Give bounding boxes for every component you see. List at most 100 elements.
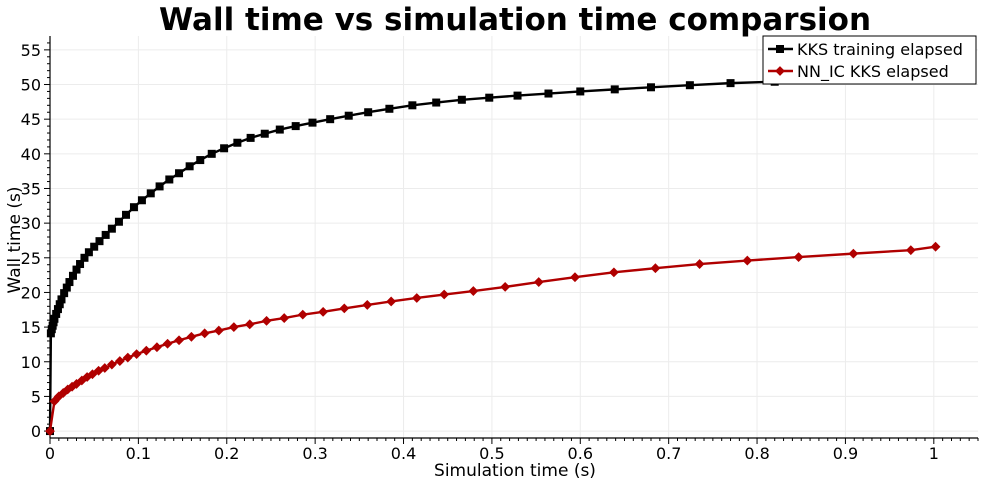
data-point xyxy=(244,319,255,330)
x-tick-label: 0.6 xyxy=(568,444,593,463)
data-point xyxy=(162,338,173,349)
data-point xyxy=(186,331,197,342)
y-axis-ticks: 0 5 10 15 20 25 30 35 40 45 50 55 xyxy=(21,41,50,441)
data-point xyxy=(386,296,397,307)
data-point xyxy=(152,342,162,353)
data-point xyxy=(848,248,859,259)
data-point xyxy=(122,352,133,363)
x-axis-ticks: 0 0.1 0.2 0.3 0.4 0.5 0.6 0.7 0.8 0.9 1 xyxy=(45,438,979,463)
data-point xyxy=(165,175,174,184)
data-point xyxy=(213,325,224,336)
data-point xyxy=(457,95,466,104)
data-point xyxy=(99,363,110,373)
y-tick-label: 5 xyxy=(31,387,41,406)
data-point xyxy=(411,293,422,303)
data-point xyxy=(146,189,155,198)
data-point xyxy=(742,255,753,266)
data-point xyxy=(291,122,300,131)
data-point xyxy=(137,196,146,205)
series-1 xyxy=(46,73,927,436)
data-point xyxy=(260,129,269,138)
data-point xyxy=(685,81,694,90)
y-tick-label: 50 xyxy=(21,76,41,95)
data-point xyxy=(364,108,373,117)
chart-title: Wall time vs simulation time comparsion xyxy=(159,2,871,38)
data-point xyxy=(432,98,441,107)
x-tick-label: 0.1 xyxy=(126,444,151,463)
data-point xyxy=(196,156,205,165)
y-axis-label: Wall time (s) xyxy=(5,187,25,294)
data-point xyxy=(185,162,194,171)
legend: KKS training elapsed NN_IC KKS elapsed xyxy=(762,35,977,85)
data-point xyxy=(122,210,131,219)
data-point xyxy=(726,79,735,88)
series-layer xyxy=(45,73,941,436)
data-point xyxy=(576,87,585,96)
data-point xyxy=(339,303,350,314)
data-point xyxy=(84,248,93,257)
data-point xyxy=(793,252,804,263)
y-tick-label: 45 xyxy=(21,110,41,129)
data-point xyxy=(297,309,308,320)
data-point xyxy=(610,85,619,94)
data-point xyxy=(246,133,255,142)
data-point xyxy=(385,104,394,113)
x-axis-label: Simulation time (s) xyxy=(434,461,596,481)
data-point xyxy=(279,313,290,324)
data-point xyxy=(646,83,655,92)
data-point xyxy=(114,217,123,226)
data-point xyxy=(318,306,329,317)
data-point xyxy=(468,286,479,296)
x-tick-label: 0.4 xyxy=(391,444,416,463)
data-point xyxy=(141,345,152,356)
y-tick-label: 30 xyxy=(21,214,41,233)
data-point xyxy=(175,169,184,178)
data-point xyxy=(439,289,450,300)
series-2 xyxy=(45,241,941,436)
data-point xyxy=(114,356,125,366)
data-point xyxy=(207,149,216,158)
y-tick-label: 15 xyxy=(21,318,41,337)
data-point xyxy=(275,125,284,134)
data-point xyxy=(129,203,138,212)
data-point xyxy=(608,267,619,278)
data-point xyxy=(362,300,373,310)
legend-label: KKS training elapsed xyxy=(797,40,963,59)
series-line xyxy=(48,76,923,432)
legend-box xyxy=(762,35,977,85)
x-tick-label: 0.8 xyxy=(744,444,769,463)
data-point xyxy=(155,182,164,191)
data-point xyxy=(326,115,335,124)
data-point xyxy=(694,259,705,269)
data-point xyxy=(930,241,941,252)
data-point xyxy=(228,322,239,333)
y-tick-label: 20 xyxy=(21,283,41,302)
data-point xyxy=(107,224,116,233)
y-tick-label: 35 xyxy=(21,179,41,198)
data-point xyxy=(131,349,142,360)
legend-label: NN_IC KKS elapsed xyxy=(797,62,949,82)
data-point xyxy=(199,328,210,339)
x-tick-label: 0.3 xyxy=(302,444,327,463)
y-tick-label: 40 xyxy=(21,145,41,164)
legend-swatch-marker xyxy=(776,45,784,53)
data-point xyxy=(101,230,110,239)
data-point xyxy=(533,277,544,287)
data-point xyxy=(544,89,553,98)
x-tick-label: 0.5 xyxy=(479,444,504,463)
data-point xyxy=(233,138,242,147)
data-point xyxy=(174,335,184,346)
series-line xyxy=(48,245,936,432)
x-tick-label: 1 xyxy=(929,444,939,463)
y-tick-label: 55 xyxy=(21,41,41,60)
data-point xyxy=(49,396,60,407)
data-point xyxy=(220,144,229,153)
x-tick-label: 0.2 xyxy=(214,444,239,463)
data-point xyxy=(80,253,89,262)
data-point xyxy=(570,272,580,283)
data-point xyxy=(95,237,104,246)
y-tick-label: 10 xyxy=(21,353,41,372)
data-point xyxy=(87,369,98,380)
data-point xyxy=(90,242,99,251)
